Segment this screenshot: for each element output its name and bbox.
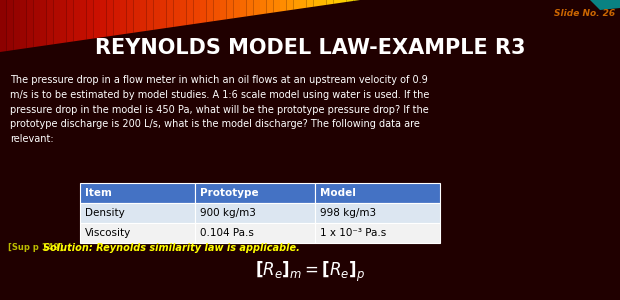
FancyBboxPatch shape (315, 183, 440, 203)
Polygon shape (20, 0, 27, 49)
Polygon shape (247, 0, 254, 16)
Polygon shape (46, 0, 53, 45)
Polygon shape (233, 0, 240, 18)
Polygon shape (327, 0, 334, 5)
Polygon shape (307, 0, 313, 8)
Polygon shape (180, 0, 187, 26)
Polygon shape (286, 0, 293, 11)
Polygon shape (113, 0, 120, 36)
Polygon shape (0, 0, 7, 52)
Polygon shape (100, 0, 107, 38)
Polygon shape (40, 0, 46, 46)
Polygon shape (313, 0, 320, 7)
Polygon shape (133, 0, 140, 33)
Text: $\mathbf{[}R_e\mathbf{]}_m = \mathbf{[}R_e\mathbf{]}_p$: $\mathbf{[}R_e\mathbf{]}_m = \mathbf{[}R… (255, 260, 365, 284)
Polygon shape (126, 0, 133, 34)
Polygon shape (7, 0, 14, 51)
Polygon shape (53, 0, 60, 44)
FancyBboxPatch shape (195, 183, 315, 203)
Polygon shape (167, 0, 174, 28)
FancyBboxPatch shape (315, 203, 440, 223)
Polygon shape (273, 0, 280, 13)
Polygon shape (67, 0, 73, 42)
Text: 998 kg/m3: 998 kg/m3 (320, 208, 376, 218)
Polygon shape (293, 0, 300, 10)
Polygon shape (213, 0, 220, 21)
Polygon shape (240, 0, 247, 17)
Polygon shape (334, 0, 340, 4)
Polygon shape (347, 0, 353, 2)
Text: 1 x 10⁻³ Pa.s: 1 x 10⁻³ Pa.s (320, 228, 386, 238)
Text: Solution: Reynolds similarity law is applicable.: Solution: Reynolds similarity law is app… (43, 243, 300, 253)
Polygon shape (160, 0, 167, 29)
Text: Prototype: Prototype (200, 188, 259, 198)
Text: Model: Model (320, 188, 356, 198)
Polygon shape (353, 0, 360, 1)
Polygon shape (174, 0, 180, 27)
Polygon shape (120, 0, 126, 35)
Text: 0.104 Pa.s: 0.104 Pa.s (200, 228, 254, 238)
Polygon shape (320, 0, 327, 6)
FancyBboxPatch shape (80, 183, 195, 203)
Text: Slide No. 26: Slide No. 26 (554, 9, 615, 18)
Text: Density: Density (85, 208, 125, 218)
Polygon shape (300, 0, 307, 9)
Polygon shape (87, 0, 94, 40)
FancyBboxPatch shape (315, 223, 440, 243)
Polygon shape (14, 0, 20, 50)
Polygon shape (280, 0, 286, 12)
Text: Item: Item (85, 188, 112, 198)
Polygon shape (193, 0, 200, 24)
Polygon shape (200, 0, 206, 23)
Text: [Sup p 149]: [Sup p 149] (8, 244, 63, 253)
Polygon shape (267, 0, 273, 14)
Polygon shape (227, 0, 233, 19)
Polygon shape (94, 0, 100, 38)
Polygon shape (260, 0, 267, 14)
Polygon shape (27, 0, 33, 48)
FancyBboxPatch shape (80, 203, 195, 223)
Polygon shape (80, 0, 87, 40)
Polygon shape (153, 0, 160, 30)
Polygon shape (220, 0, 227, 20)
Polygon shape (60, 0, 67, 43)
Polygon shape (340, 0, 347, 3)
Polygon shape (590, 0, 620, 10)
Text: 900 kg/m3: 900 kg/m3 (200, 208, 256, 218)
Text: The pressure drop in a flow meter in which an oil flows at an upstream velocity : The pressure drop in a flow meter in whi… (10, 75, 430, 144)
FancyBboxPatch shape (195, 203, 315, 223)
FancyBboxPatch shape (195, 223, 315, 243)
Polygon shape (140, 0, 147, 32)
Polygon shape (147, 0, 153, 31)
Polygon shape (206, 0, 213, 22)
Polygon shape (187, 0, 193, 25)
Text: REYNOLDS MODEL LAW-EXAMPLE R3: REYNOLDS MODEL LAW-EXAMPLE R3 (95, 38, 525, 58)
Polygon shape (73, 0, 80, 41)
Polygon shape (107, 0, 113, 37)
Text: Viscosity: Viscosity (85, 228, 131, 238)
FancyBboxPatch shape (80, 223, 195, 243)
Polygon shape (33, 0, 40, 47)
Polygon shape (254, 0, 260, 15)
